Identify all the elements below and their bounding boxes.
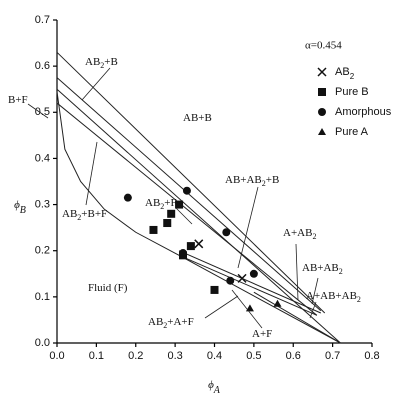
- marker-circle: [179, 249, 187, 258]
- phase-boundary: [56, 91, 180, 256]
- region-label: A+AB+AB2: [306, 290, 361, 305]
- leader-line: [311, 277, 319, 305]
- leader-line: [309, 301, 317, 319]
- x-tick-label: 0.1: [89, 350, 104, 362]
- y-tick-label: 0.1: [35, 291, 50, 303]
- region-label: B+F: [8, 94, 28, 106]
- marker-square: [318, 88, 326, 96]
- x-tick-label: 0.7: [325, 350, 340, 362]
- x-tick-label: 0.5: [246, 350, 261, 362]
- marker-circle: [222, 228, 231, 237]
- leader-line: [237, 186, 259, 269]
- region-label: AB2+B: [85, 56, 118, 71]
- leader-line: [231, 289, 263, 329]
- marker-circle: [123, 193, 132, 202]
- phase-boundary: [178, 254, 341, 344]
- phase-boundary: [178, 254, 318, 316]
- marker-x: [317, 67, 327, 77]
- marker-square: [186, 242, 195, 251]
- marker-circle: [226, 276, 235, 285]
- y-tick-label: 0.7: [35, 14, 50, 26]
- y-axis-label: ϕB: [14, 199, 26, 216]
- x-tick-label: 0.2: [128, 350, 143, 362]
- y-tick-label: 0.4: [35, 152, 50, 164]
- phase-boundary: [253, 291, 341, 344]
- chart-title: α=0.454: [305, 40, 342, 52]
- phase-boundary: [56, 102, 318, 316]
- marker-circle: [182, 186, 191, 195]
- x-tick-label: 0.3: [167, 350, 182, 362]
- x-axis-label: ϕA: [208, 379, 221, 396]
- marker-square: [163, 219, 172, 228]
- legend-label: Amorphous: [335, 106, 392, 118]
- region-label: AB+B: [183, 112, 212, 124]
- x-tick-label: 0.6: [286, 350, 301, 362]
- leader-line: [295, 243, 299, 301]
- marker-square: [210, 285, 219, 294]
- y-tick-label: 0.3: [35, 198, 50, 210]
- y-tick-label: 0.2: [35, 245, 50, 257]
- y-tick-label: 0.0: [35, 337, 50, 349]
- x-tick-label: 0.4: [207, 350, 222, 362]
- marker-triangle: [318, 128, 326, 135]
- region-label: Fluid (F): [88, 282, 128, 294]
- leader-line: [175, 207, 193, 225]
- marker-triangle: [245, 304, 254, 312]
- y-tick-label: 0.6: [35, 60, 50, 72]
- legend-label: AB2: [335, 66, 355, 81]
- marker-circle: [318, 108, 326, 116]
- region-label: AB2+A+F: [148, 316, 194, 331]
- region-label: A+AB2: [283, 227, 316, 242]
- region-label: A+F: [252, 328, 272, 340]
- marker-x: [194, 239, 204, 249]
- marker-square: [167, 209, 176, 218]
- marker-square: [149, 225, 158, 234]
- x-tick-label: 0.0: [49, 350, 64, 362]
- marker-circle: [249, 269, 258, 278]
- leader-line: [27, 103, 49, 119]
- x-tick-label: 0.8: [364, 350, 379, 362]
- legend-label: Pure A: [335, 126, 369, 138]
- leader-line: [85, 141, 98, 206]
- phase-boundary: [178, 250, 322, 314]
- phase-boundary: [56, 51, 326, 314]
- marker-square: [175, 200, 184, 209]
- region-label: AB2+B+F: [62, 208, 107, 223]
- region-label: AB2+F: [145, 197, 177, 212]
- legend-label: Pure B: [335, 86, 369, 98]
- leader-line: [81, 67, 111, 101]
- y-tick-label: 0.5: [35, 106, 50, 118]
- leader-line: [204, 295, 239, 319]
- region-label: AB+AB2: [302, 262, 343, 277]
- region-label: AB+AB2+B: [225, 174, 279, 189]
- marker-x: [237, 273, 247, 283]
- marker-triangle: [273, 299, 282, 307]
